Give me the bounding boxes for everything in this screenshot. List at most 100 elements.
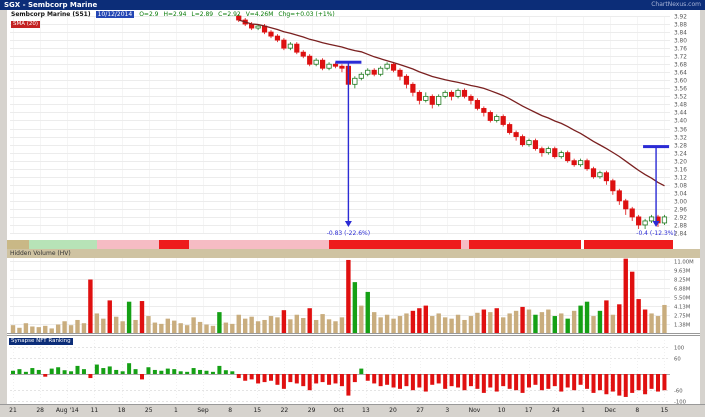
nft-panel: 100 60 -60 -100 Synapse NFT Ranking [7,335,700,404]
volume-panel-label: Hidden Volume (HV) [10,250,71,257]
date-tick-label: 28 [36,407,44,414]
window-title: SGX - Sembcorp Marine [4,1,98,9]
date-tick-label: 21 [9,407,17,414]
measurement-annotations[interactable]: -0.83 (-22.6%) -0.4 (-12.3%) [327,60,676,237]
date-tick-label: 20 [389,407,397,414]
date-tick-label: Aug '14 [55,407,79,414]
brand-watermark: ChartNexus.com [651,1,701,8]
ribbon-segment [159,240,189,249]
sma-line [238,19,665,187]
svg-text:3.52: 3.52 [674,95,687,101]
svg-text:5.50M: 5.50M [674,296,691,302]
svg-text:3.28: 3.28 [674,144,687,150]
svg-text:3.84: 3.84 [674,31,687,37]
svg-text:3.00: 3.00 [674,200,687,206]
svg-text:3.76: 3.76 [674,47,687,53]
date-tick-label: 27 [416,407,424,414]
svg-text:6.88M: 6.88M [674,287,691,293]
quote-change: Chg=+0.03 (+1%) [278,11,335,18]
nft-chart-canvas[interactable]: 100 60 -60 -100 [7,336,700,404]
svg-text:2.88: 2.88 [674,224,687,230]
nft-bars [11,363,667,397]
quote-date-chip[interactable]: 10/12/2014 [95,11,135,18]
svg-text:3.32: 3.32 [674,136,687,142]
nft-indicator-chip[interactable]: Synapse NFT Ranking [9,338,73,345]
svg-text:1.38M: 1.38M [674,323,691,329]
ribbon-segment [584,240,673,249]
ribbon-segment [329,240,461,249]
date-tick-label: 8 [635,407,640,414]
instrument-name: Sembcorp Marine (S51) [11,11,91,18]
date-tick-label: 1 [173,407,178,414]
svg-text:3.12: 3.12 [674,176,687,182]
sma-indicator-chip[interactable]: SMA (20) [11,21,41,28]
svg-text:2.96: 2.96 [674,208,687,214]
date-tick-label: 15 [660,407,669,414]
svg-text:-100: -100 [674,400,687,405]
svg-text:3.60: 3.60 [674,79,687,85]
ribbon-segment [581,240,584,249]
price-panel: 3.92 3.88 3.84 3.80 3.76 3.72 3.68 3.64 3.60 3.56… [7,10,700,240]
svg-text:3.80: 3.80 [674,39,687,45]
svg-text:3.08: 3.08 [674,184,687,190]
svg-text:9.63M: 9.63M [674,269,691,275]
svg-text:3.48: 3.48 [674,103,687,109]
svg-text:-0.83 (-22.6%): -0.83 (-22.6%) [327,230,370,237]
trend-ribbon [7,240,700,249]
svg-text:3.56: 3.56 [674,87,687,93]
date-tick-label: Dec [604,407,616,414]
date-tick-label: 13 [362,407,370,414]
svg-text:3.72: 3.72 [674,55,687,61]
date-tick-label: Sep [197,407,209,414]
svg-text:3.20: 3.20 [674,160,687,166]
svg-text:3.36: 3.36 [674,128,687,134]
volume-bars [10,258,667,333]
price-gridlines [10,16,670,234]
price-chart-canvas[interactable]: 3.92 3.88 3.84 3.80 3.76 3.72 3.68 3.64 3.60 3.56… [7,10,700,240]
date-tick-label: 1 [581,407,585,414]
ribbon-segment [189,240,329,249]
date-tick-label: Nov [468,407,481,414]
volume-chart-canvas[interactable]: 11.00M 9.63M 8.25M 6.88M 5.50M 4.13M 2.75M 1.38… [7,258,700,335]
svg-text:100: 100 [674,346,685,352]
right-rail [700,10,705,404]
svg-text:3.04: 3.04 [674,192,687,198]
candles [236,13,668,229]
window-titlebar[interactable]: SGX - Sembcorp Marine ChartNexus.com [0,0,705,10]
quote-high: H=2.94 [163,11,187,18]
date-tick-label: Oct [333,407,344,414]
quote-low: L=2.89 [191,11,214,18]
ribbon-segment [29,240,97,249]
date-tick-label: 24 [552,407,560,414]
date-tick-label: 18 [117,407,126,414]
svg-text:3.40: 3.40 [674,119,687,125]
svg-text:3.44: 3.44 [674,111,687,117]
ribbon-segment [97,240,159,249]
date-axis: 21 28 Aug '14 11 18 25 1 Sep 8 15 22 29 Oct 13 20 27 3 No… [0,404,705,417]
ribbon-segment [469,240,581,249]
quote-volume: V=4.26M [245,11,274,18]
date-tick-label: 17 [524,407,533,414]
quote-close: C=2.92 [218,11,241,18]
date-tick-label: 29 [307,407,316,414]
date-tick-label: 15 [253,407,262,414]
svg-text:8.25M: 8.25M [674,278,691,284]
svg-text:4.13M: 4.13M [674,305,691,311]
date-tick-label: 11 [90,407,99,414]
left-rail [0,10,7,404]
svg-text:3.64: 3.64 [674,71,687,77]
date-tick-label: 8 [228,407,233,414]
svg-text:3.68: 3.68 [674,63,687,69]
svg-text:-0.4 (-12.3%): -0.4 (-12.3%) [636,230,676,237]
svg-text:3.88: 3.88 [674,23,687,29]
svg-text:3.92: 3.92 [674,15,687,21]
svg-text:2.92: 2.92 [674,216,687,222]
date-tick-label: 22 [280,407,289,414]
svg-text:2.75M: 2.75M [674,314,691,320]
svg-text:2.84: 2.84 [674,232,687,238]
date-tick-label: 25 [144,407,153,414]
svg-text:3.24: 3.24 [674,152,687,158]
volume-panel-header: Hidden Volume (HV) [7,249,700,258]
date-tick-label: 10 [497,407,506,414]
quote-row: Sembcorp Marine (S51) 10/12/2014 O=2.9 H… [11,11,335,18]
